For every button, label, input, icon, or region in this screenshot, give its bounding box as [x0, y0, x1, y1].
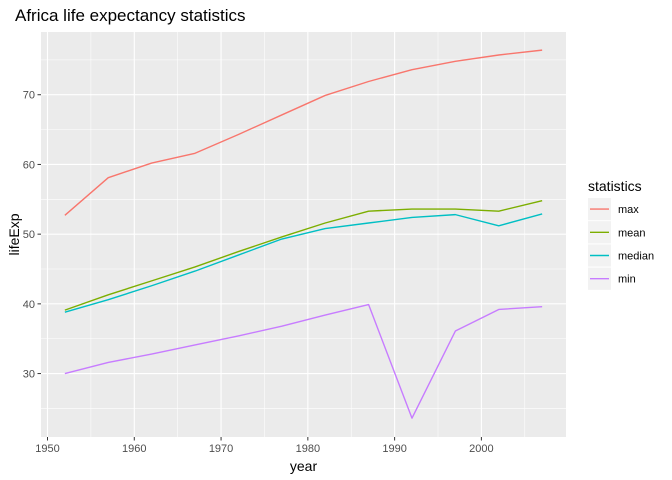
y-tick-label: 40: [23, 299, 35, 311]
y-tick-label: 60: [23, 159, 35, 171]
x-tick-label: 1990: [382, 443, 406, 455]
x-tick-label: 1950: [35, 443, 59, 455]
legend-label-max: max: [618, 204, 639, 216]
y-tick-labels: 30 40 50 60 70: [23, 90, 35, 381]
series-line-max: [64, 49, 543, 216]
legend-title: statistics: [588, 178, 642, 194]
x-tick-label: 1970: [209, 443, 233, 455]
series-line-min: [64, 303, 543, 419]
x-tick-label: 1960: [122, 443, 146, 455]
y-tick-label: 50: [23, 229, 35, 241]
chart-title: Africa life expectancy statistics: [15, 6, 246, 25]
legend: statistics max mean median min: [588, 178, 654, 290]
y-tick-label: 70: [23, 90, 35, 102]
x-tick-label: 1980: [296, 443, 320, 455]
y-axis-title: lifeExp: [6, 213, 22, 255]
x-tick-label: 2000: [469, 443, 493, 455]
axis-ticks: [37, 94, 482, 441]
x-tick-labels: 1950 1960 1970 1980 1990 2000: [35, 443, 493, 455]
legend-label-median: median: [618, 251, 654, 263]
legend-label-min: min: [618, 274, 636, 286]
series-lines: [64, 49, 543, 419]
series-line-mean: [64, 200, 543, 311]
x-axis-title: year: [290, 458, 318, 474]
legend-label-mean: mean: [618, 227, 646, 239]
grid: [41, 32, 566, 437]
series-line-median: [64, 213, 543, 313]
y-tick-label: 30: [23, 369, 35, 381]
